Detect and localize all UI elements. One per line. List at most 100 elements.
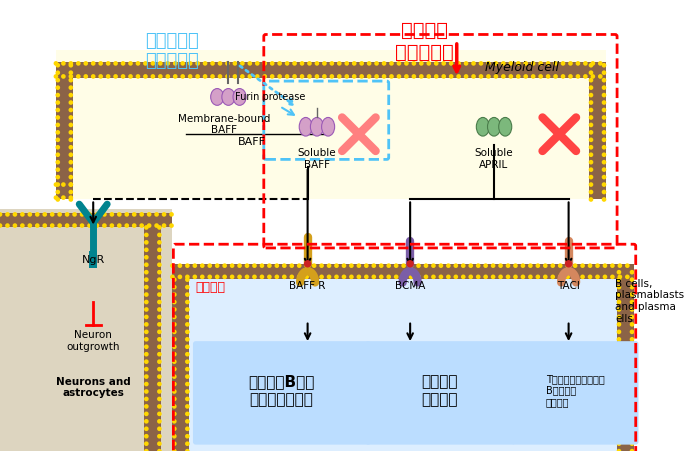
Circle shape <box>157 441 161 446</box>
Circle shape <box>43 212 47 217</box>
Circle shape <box>617 419 621 424</box>
Text: Neuron
outgrowth: Neuron outgrowth <box>67 330 120 352</box>
Circle shape <box>602 115 607 120</box>
Circle shape <box>589 115 594 120</box>
Ellipse shape <box>300 117 313 136</box>
Circle shape <box>404 61 409 66</box>
Circle shape <box>185 263 190 268</box>
Circle shape <box>54 74 58 79</box>
Circle shape <box>589 137 594 142</box>
Circle shape <box>484 263 488 268</box>
Circle shape <box>493 74 498 79</box>
Circle shape <box>561 74 565 79</box>
Circle shape <box>95 223 100 228</box>
Circle shape <box>446 263 451 268</box>
Circle shape <box>528 275 532 279</box>
Circle shape <box>617 322 621 327</box>
Circle shape <box>630 374 634 379</box>
Circle shape <box>498 263 503 268</box>
Circle shape <box>172 307 177 312</box>
Circle shape <box>617 382 621 386</box>
Circle shape <box>157 374 161 379</box>
Circle shape <box>545 61 550 66</box>
Circle shape <box>144 449 148 453</box>
Circle shape <box>617 277 621 282</box>
Circle shape <box>617 441 621 446</box>
Bar <box>56 62 606 78</box>
Circle shape <box>589 182 594 187</box>
Circle shape <box>144 285 148 290</box>
Circle shape <box>69 197 74 202</box>
Circle shape <box>69 85 74 90</box>
Circle shape <box>550 275 555 279</box>
Circle shape <box>157 382 161 386</box>
Circle shape <box>386 263 391 268</box>
Circle shape <box>185 330 190 334</box>
Bar <box>0 212 172 227</box>
Circle shape <box>630 315 634 319</box>
Circle shape <box>173 61 177 66</box>
Circle shape <box>349 263 354 268</box>
Circle shape <box>424 275 428 279</box>
Circle shape <box>150 61 155 66</box>
Bar <box>56 50 606 199</box>
Circle shape <box>312 263 317 268</box>
Circle shape <box>581 275 585 279</box>
Circle shape <box>386 275 391 279</box>
Circle shape <box>416 263 421 268</box>
Circle shape <box>69 137 74 142</box>
Circle shape <box>262 61 267 66</box>
Circle shape <box>157 240 161 245</box>
Circle shape <box>352 74 357 79</box>
Circle shape <box>565 260 572 268</box>
Circle shape <box>185 352 190 356</box>
Circle shape <box>602 137 607 142</box>
Circle shape <box>617 270 621 275</box>
Text: 贝利尤单抗
干掉了这个: 贝利尤单抗 干掉了这个 <box>146 32 199 71</box>
Circle shape <box>630 396 634 401</box>
Circle shape <box>157 367 161 371</box>
Circle shape <box>357 263 361 268</box>
Circle shape <box>135 74 140 79</box>
Circle shape <box>117 223 122 228</box>
Circle shape <box>172 389 177 394</box>
Circle shape <box>595 263 600 268</box>
Circle shape <box>233 74 237 79</box>
Circle shape <box>106 74 111 79</box>
Circle shape <box>382 74 386 79</box>
Circle shape <box>602 85 607 90</box>
Circle shape <box>56 130 60 134</box>
Circle shape <box>602 263 607 268</box>
Circle shape <box>322 74 327 79</box>
Circle shape <box>185 367 190 371</box>
Circle shape <box>157 419 161 424</box>
Circle shape <box>581 263 585 268</box>
Circle shape <box>630 367 634 371</box>
Circle shape <box>144 270 148 275</box>
Circle shape <box>364 263 369 268</box>
Circle shape <box>602 71 607 75</box>
Bar <box>172 269 634 451</box>
Circle shape <box>531 61 535 66</box>
Text: Soluble
APRIL: Soluble APRIL <box>475 148 513 170</box>
Circle shape <box>610 263 615 268</box>
Circle shape <box>617 374 621 379</box>
Circle shape <box>144 330 148 334</box>
Circle shape <box>558 263 563 268</box>
Circle shape <box>56 108 60 113</box>
Circle shape <box>185 322 190 327</box>
Circle shape <box>589 190 594 194</box>
Circle shape <box>69 61 74 66</box>
Circle shape <box>56 122 60 127</box>
Circle shape <box>139 212 144 217</box>
Circle shape <box>498 275 503 279</box>
Circle shape <box>61 182 66 187</box>
Circle shape <box>589 93 594 98</box>
Circle shape <box>83 61 88 66</box>
Circle shape <box>132 223 137 228</box>
Circle shape <box>396 61 401 66</box>
Circle shape <box>172 374 177 379</box>
Circle shape <box>144 233 148 237</box>
Circle shape <box>617 396 621 401</box>
Circle shape <box>617 292 621 297</box>
